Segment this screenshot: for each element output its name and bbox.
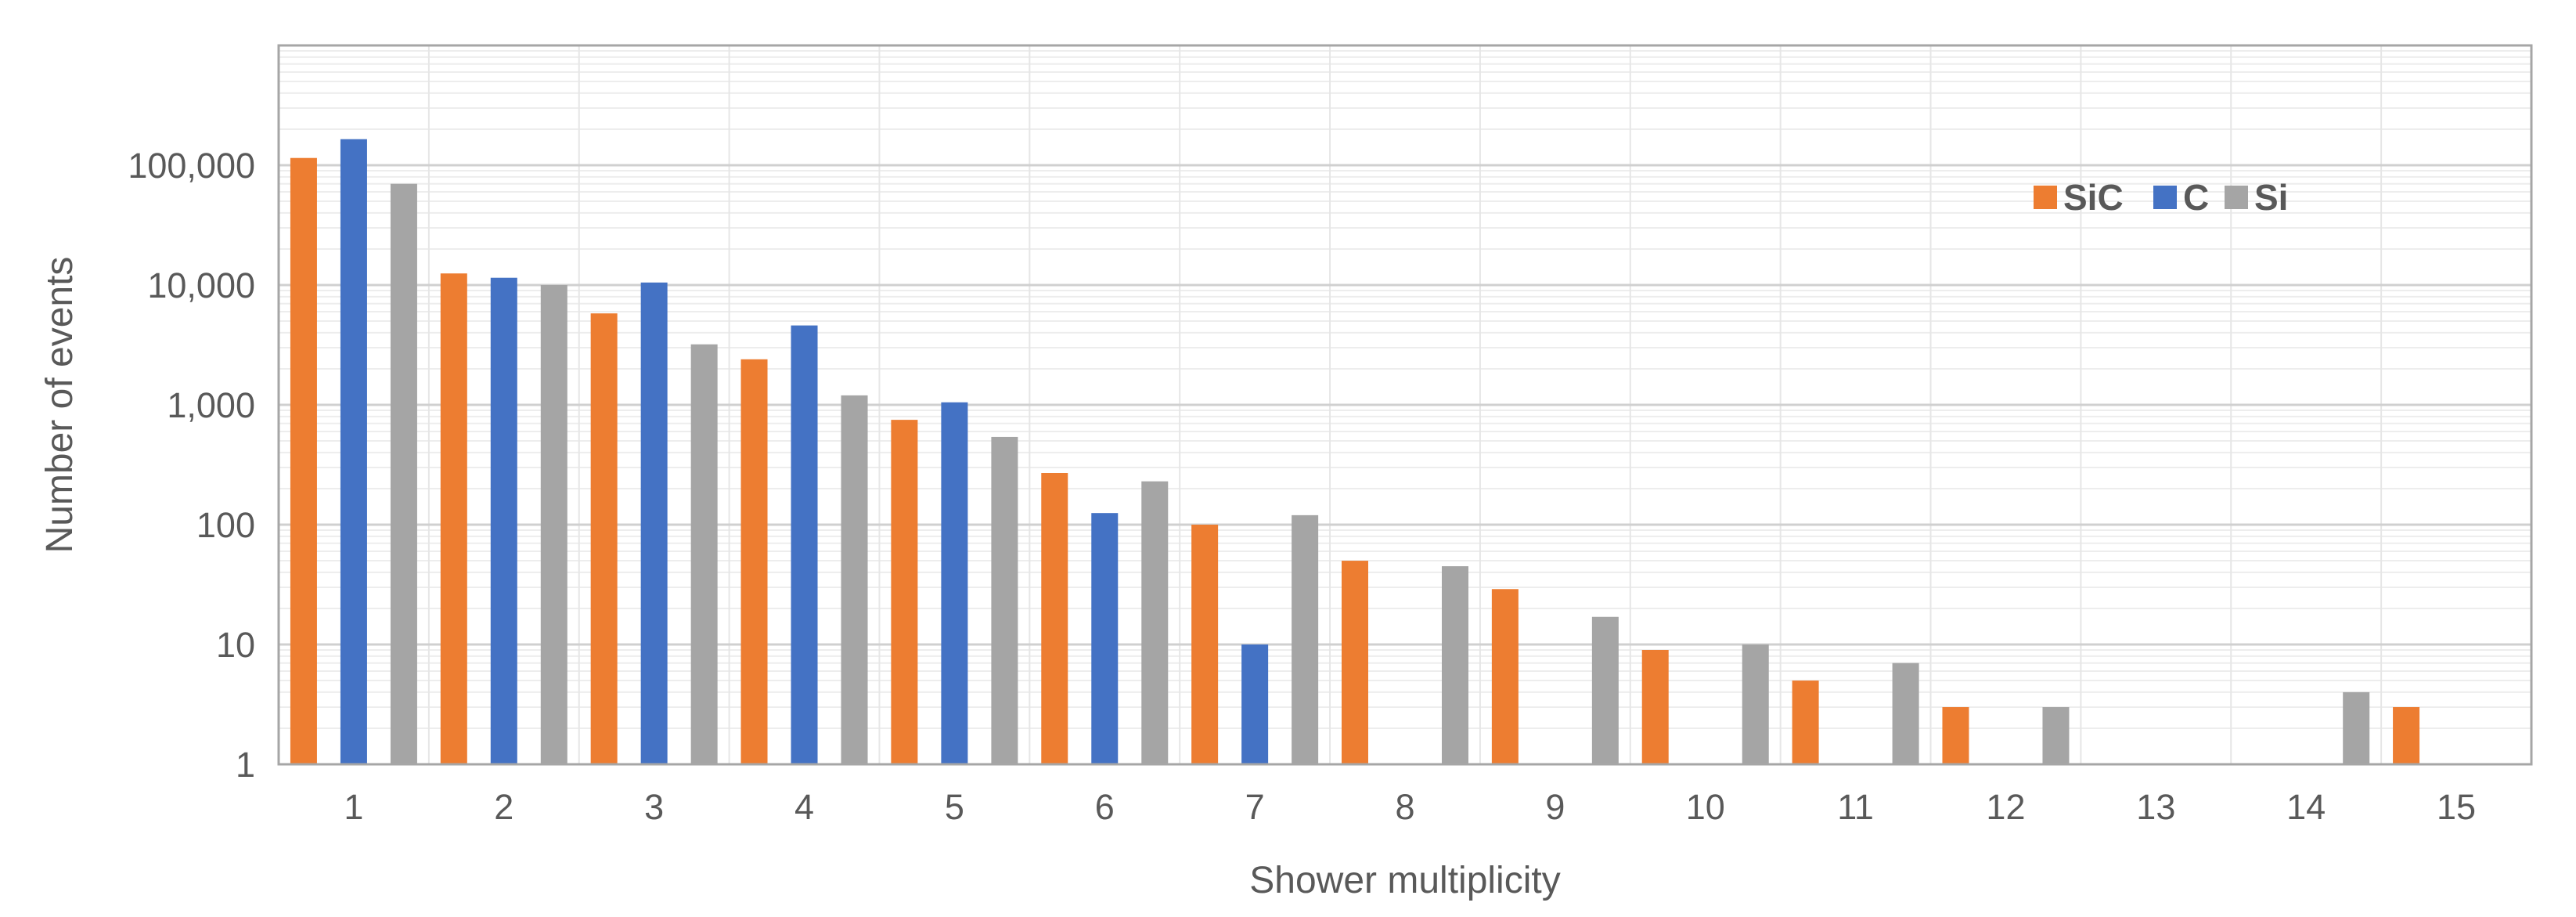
bar-sic-8 [1342,561,1368,764]
bar-c-1 [340,139,367,764]
bar-si-11 [1892,662,1919,764]
bar-si-4 [841,395,868,764]
plot-area-frame [277,44,2533,766]
x-tick-label: 7 [1245,787,1265,827]
y-tick-label: 1 [236,745,255,785]
x-tick-label: 14 [2286,787,2326,827]
bar-sic-9 [1491,589,1519,764]
x-tick-label: 11 [1837,787,1874,827]
bars [290,139,2420,765]
bar-sic-15 [2393,707,2420,764]
bar-c-7 [1241,644,1269,764]
y-axis-tick-labels: 1 10 100 1,000 10,000 100,000 [128,146,255,785]
legend-label-sic: SiC [2063,177,2124,218]
bar-c-2 [490,277,517,764]
legend-swatch-si [2225,186,2248,209]
x-tick-label: 12 [1986,787,2025,827]
bar-si-8 [1442,566,1468,764]
bar-si-2 [540,285,567,764]
bar-c-5 [941,402,968,764]
bar-si-3 [690,344,718,765]
x-tick-label: 5 [945,787,964,827]
y-tick-label: 100 [196,505,255,545]
bar-si-5 [991,436,1018,764]
bar-sic-2 [440,273,467,765]
x-tick-label: 13 [2136,787,2175,827]
legend-label-si: Si [2254,177,2288,218]
x-tick-label: 6 [1095,787,1115,827]
bar-sic-12 [1942,707,1969,764]
legend-swatch-c [2153,186,2177,209]
y-tick-label: 100,000 [128,146,255,186]
bar-si-7 [1292,514,1319,764]
x-tick-label: 9 [1545,787,1565,827]
x-tick-label: 3 [644,787,664,827]
bar-sic-1 [290,157,317,764]
legend-label-c: C [2183,177,2209,218]
bar-si-12 [2042,707,2070,764]
bar-sic-7 [1191,525,1219,764]
x-tick-label: 8 [1395,787,1414,827]
bar-c-6 [1091,513,1119,764]
legend: SiC C Si [2034,177,2288,218]
bar-sic-5 [891,420,918,764]
bar-sic-6 [1041,473,1068,764]
bar-sic-10 [1641,650,1669,764]
x-tick-label: 2 [494,787,513,827]
bar-sic-11 [1792,681,1819,764]
y-axis-title: Number of events [39,257,81,554]
bar-si-14 [2343,691,2370,764]
bar-sic-4 [740,359,768,765]
legend-swatch-sic [2034,186,2057,209]
bar-si-9 [1591,616,1619,764]
bar-si-1 [390,183,417,764]
bar-c-4 [791,325,818,765]
bar-sic-3 [590,313,618,764]
x-tick-label: 10 [1686,787,1725,827]
x-tick-label: 1 [344,787,363,827]
x-axis-tick-labels: 1 2 3 4 5 6 7 8 9 10 11 12 13 14 15 [344,787,2476,827]
y-tick-label: 10,000 [147,265,255,305]
bar-si-10 [1742,644,1769,764]
y-tick-label: 1,000 [167,385,255,425]
y-tick-label: 10 [216,625,255,665]
bar-si-6 [1141,481,1169,764]
bar-c-3 [640,282,668,764]
x-axis-title: Shower multiplicity [1249,860,1560,901]
x-tick-label: 4 [794,787,814,827]
x-tick-label: 15 [2437,787,2476,827]
